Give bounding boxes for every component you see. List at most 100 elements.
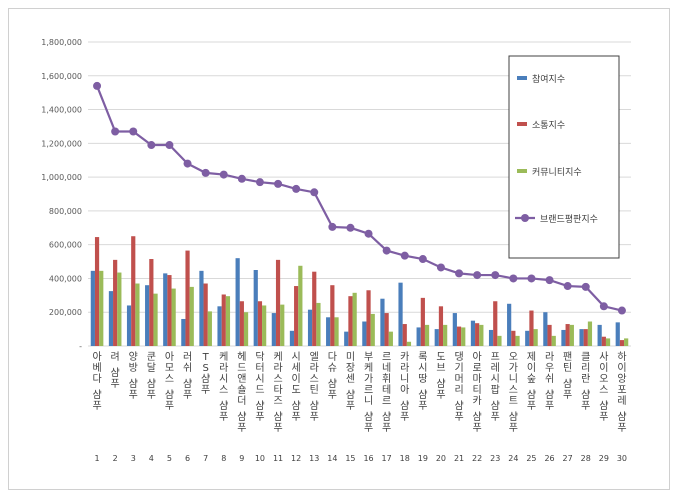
- x-rank-label: 15: [345, 454, 355, 463]
- bar-참여지수: [163, 273, 168, 346]
- bar-소통지수: [420, 297, 425, 346]
- brand-reputation-chart: - 200,000 400,000 600,000 800,000 1,000,000 1,…: [41, 38, 631, 463]
- bar-커뮤니티지수: [605, 338, 611, 346]
- bar-커뮤니티지수: [624, 338, 629, 346]
- reputation-point: [545, 276, 554, 285]
- bar-참여지수: [470, 320, 476, 346]
- bar-참여지수: [90, 270, 95, 346]
- x-rank-label: 3: [131, 454, 136, 463]
- bar-소통지수: [221, 294, 226, 346]
- bar-참여지수: [289, 330, 295, 346]
- reputation-point: [292, 184, 301, 193]
- bar-소통지수: [384, 313, 389, 346]
- bar-참여지수: [145, 285, 150, 346]
- x-rank-label: 16: [363, 454, 373, 463]
- x-rank-label: 1: [95, 454, 100, 463]
- bar-소통지수: [475, 323, 480, 346]
- bar-커뮤니티지수: [515, 335, 520, 346]
- x-rank-label: 11: [273, 454, 283, 463]
- legend-label: 참여지수: [532, 73, 565, 85]
- reputation-point: [237, 174, 246, 183]
- bar-참여지수: [488, 329, 494, 346]
- bar-소통지수: [583, 329, 588, 346]
- y-tick-label: 1,600,000: [41, 72, 82, 81]
- bar-소통지수: [113, 259, 118, 346]
- reputation-point: [364, 229, 373, 238]
- bar-커뮤니티지수: [533, 329, 538, 346]
- bar-소통지수: [565, 324, 570, 346]
- y-tick-label: 800,000: [49, 207, 82, 216]
- x-rank-label: 17: [382, 454, 392, 463]
- bar-커뮤니티지수: [207, 311, 212, 346]
- legend-swatch-marker: [521, 214, 529, 222]
- bar-소통지수: [366, 290, 371, 346]
- bar-커뮤니티지수: [117, 272, 122, 346]
- bar-참여지수: [253, 270, 258, 346]
- reputation-point: [274, 179, 283, 188]
- bar-소통지수: [619, 340, 625, 346]
- bar-커뮤니티지수: [388, 331, 393, 346]
- reputation-point: [599, 302, 608, 311]
- bar-커뮤니티지수: [135, 283, 140, 346]
- bar-참여지수: [525, 330, 530, 346]
- x-rank-label: 5: [167, 454, 172, 463]
- y-tick-label: 600,000: [49, 241, 82, 250]
- x-rank-label: 13: [309, 454, 319, 463]
- reputation-point: [382, 246, 391, 255]
- bar-참여지수: [543, 312, 548, 346]
- x-rank-label: 29: [599, 454, 609, 463]
- bar-소통지수: [312, 271, 317, 346]
- y-tick-label: 1,400,000: [41, 106, 82, 115]
- x-rank-label: 23: [490, 454, 500, 463]
- bar-참여지수: [615, 322, 620, 346]
- bar-소통지수: [511, 330, 516, 346]
- bar-참여지수: [380, 298, 385, 346]
- bar-소통지수: [167, 275, 172, 346]
- reputation-point: [346, 223, 355, 232]
- reputation-point: [183, 159, 192, 168]
- x-rank-label: 19: [418, 454, 428, 463]
- reputation-point: [255, 178, 264, 187]
- reputation-point: [509, 274, 518, 283]
- reputation-point: [165, 141, 174, 150]
- bar-소통지수: [330, 285, 335, 346]
- reputation-point: [93, 81, 102, 90]
- bar-커뮤니티지수: [370, 313, 375, 346]
- y-tick-label: 1,800,000: [41, 38, 82, 47]
- legend-swatch: [517, 169, 527, 173]
- x-rank-label: 21: [454, 454, 464, 463]
- reputation-point: [201, 168, 210, 177]
- bar-참여지수: [452, 313, 457, 346]
- reputation-line: [93, 81, 626, 315]
- bar-참여지수: [362, 321, 367, 346]
- x-rank-label: 18: [400, 454, 410, 463]
- bar-소통지수: [601, 336, 606, 346]
- bar-참여지수: [108, 291, 114, 346]
- bar-소통지수: [149, 259, 154, 346]
- y-tick-label: 1,200,000: [41, 139, 82, 148]
- reputation-point: [400, 251, 409, 260]
- legend-label: 커뮤니티지수: [532, 167, 582, 178]
- bar-커뮤니티지수: [352, 292, 357, 346]
- bar-커뮤니티지수: [497, 335, 502, 346]
- reputation-point: [581, 282, 590, 291]
- x-rank-label: 14: [327, 454, 337, 463]
- legend-label: 소통지수: [532, 120, 565, 131]
- y-tick-label: 200,000: [49, 308, 82, 317]
- reputation-point: [527, 274, 536, 283]
- x-rank-label: 10: [255, 454, 265, 463]
